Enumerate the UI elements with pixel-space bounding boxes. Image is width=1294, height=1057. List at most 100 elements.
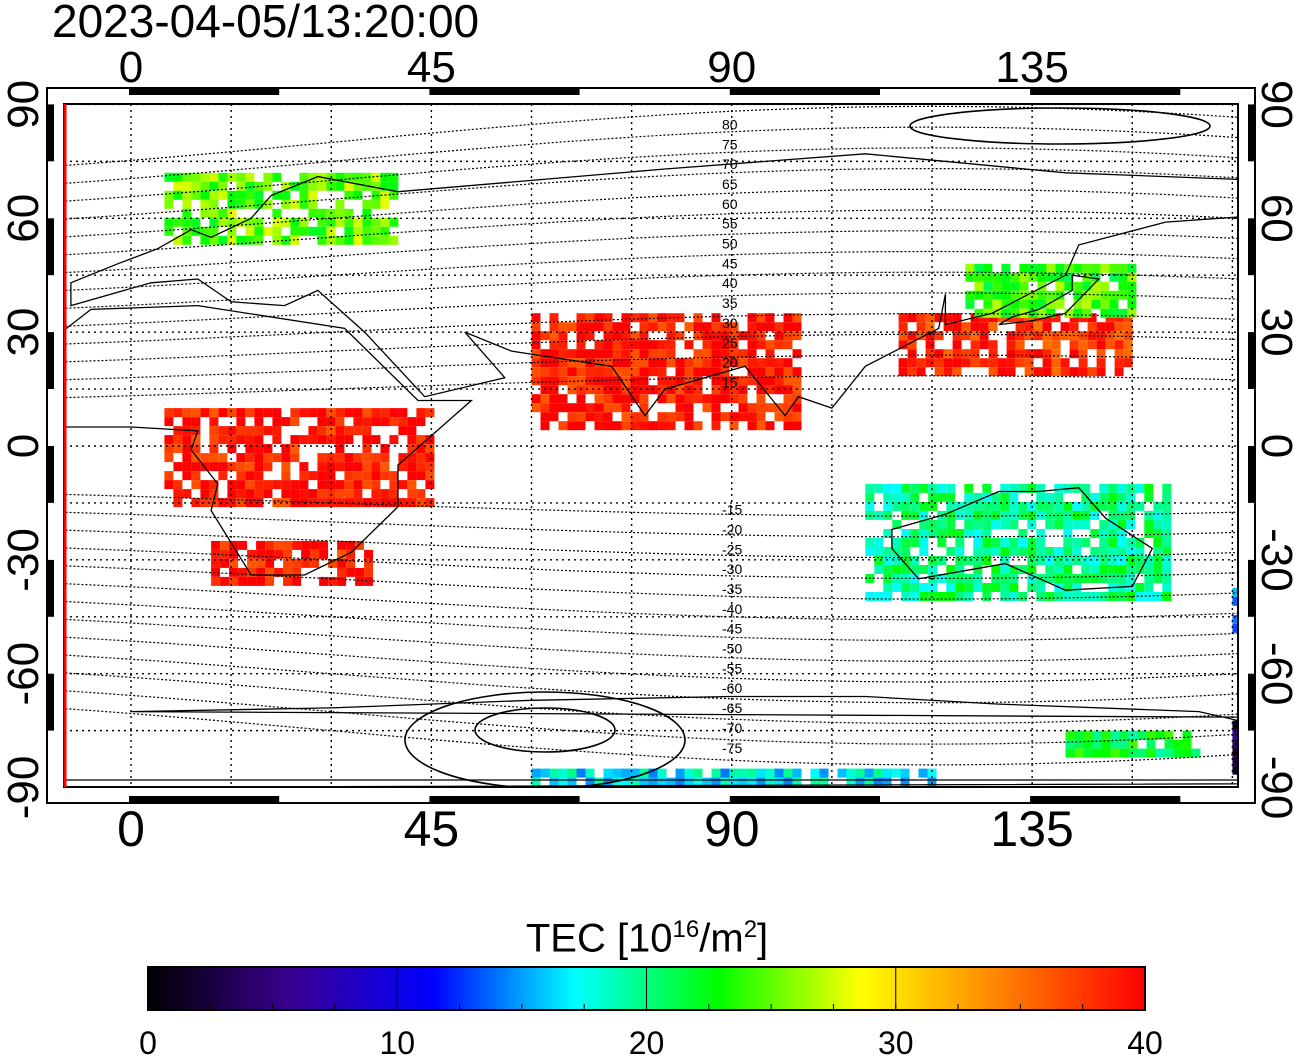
tec-cell bbox=[1286, 721, 1294, 730]
tec-cell bbox=[1286, 615, 1294, 624]
tec-cell bbox=[389, 408, 399, 418]
tec-cell bbox=[979, 331, 989, 341]
tec-cell bbox=[416, 462, 426, 472]
tec-cell bbox=[946, 483, 956, 493]
tec-cell bbox=[1042, 331, 1052, 341]
tec-cell bbox=[326, 489, 336, 499]
tec-cell bbox=[256, 576, 266, 586]
tec-cell bbox=[1268, 730, 1277, 739]
tec-cell bbox=[407, 453, 417, 463]
tec-cell bbox=[1036, 583, 1046, 592]
tec-cell bbox=[1001, 263, 1011, 273]
tec-cell bbox=[558, 376, 568, 386]
tec-cell bbox=[1027, 583, 1037, 592]
tec-cell bbox=[965, 299, 975, 309]
tec-cell bbox=[576, 358, 586, 368]
tec-cell bbox=[416, 498, 426, 508]
tec-cell bbox=[164, 226, 174, 236]
tec-cell bbox=[1000, 492, 1010, 502]
tec-cell bbox=[970, 322, 980, 332]
tec-cell bbox=[1072, 574, 1082, 583]
tec-cell bbox=[263, 181, 273, 191]
tec-cell bbox=[1126, 492, 1136, 502]
tec-cell bbox=[1123, 349, 1133, 359]
tec-cell bbox=[865, 501, 875, 511]
tec-cell bbox=[346, 549, 356, 559]
tec-cell bbox=[883, 483, 893, 493]
tec-cell bbox=[299, 435, 309, 445]
tec-cell bbox=[874, 565, 884, 574]
tec-cell bbox=[416, 489, 426, 499]
tec-cell bbox=[389, 489, 399, 499]
tec-cell bbox=[907, 367, 917, 377]
tec-cell bbox=[666, 322, 676, 332]
tec-cell bbox=[928, 483, 938, 493]
tec-cell bbox=[901, 510, 911, 520]
tec-cell bbox=[907, 358, 917, 368]
tec-cell bbox=[774, 376, 784, 386]
tec-cell bbox=[209, 235, 219, 245]
tec-cell bbox=[1096, 358, 1106, 368]
tec-cell bbox=[684, 340, 694, 350]
tec-cell bbox=[756, 412, 766, 422]
tec-cell bbox=[173, 498, 183, 508]
tec-cell bbox=[1064, 272, 1074, 282]
tec-cell bbox=[567, 412, 577, 422]
tec-cell bbox=[970, 349, 980, 359]
tec-cell bbox=[585, 768, 595, 778]
tec-cell bbox=[892, 556, 902, 565]
tec-cell bbox=[576, 340, 586, 350]
tec-cell bbox=[1153, 565, 1163, 574]
tec-cell bbox=[783, 777, 793, 787]
tec-cell bbox=[621, 331, 631, 341]
tec-cell bbox=[1033, 331, 1043, 341]
tec-cell bbox=[1018, 565, 1028, 574]
tec-cell bbox=[621, 412, 631, 422]
tec-cell bbox=[1051, 331, 1061, 341]
tec-cell bbox=[407, 480, 417, 490]
tec-cell bbox=[1082, 281, 1092, 291]
tec-cell bbox=[371, 226, 381, 236]
tec-cell bbox=[1042, 367, 1052, 377]
tec-cell bbox=[308, 199, 318, 209]
tec-cell bbox=[657, 376, 667, 386]
tec-cell bbox=[1019, 272, 1029, 282]
tec-region bbox=[164, 172, 399, 245]
tec-cell bbox=[892, 501, 902, 511]
tec-cell bbox=[335, 462, 345, 472]
tec-cell bbox=[1015, 340, 1025, 350]
tec-cell bbox=[1006, 349, 1016, 359]
tec-cell bbox=[1232, 765, 1238, 775]
tec-cell bbox=[693, 376, 703, 386]
tec-cell bbox=[711, 777, 721, 787]
tec-cell bbox=[164, 199, 174, 209]
tec-cell bbox=[1078, 331, 1088, 341]
tec-cell bbox=[425, 462, 435, 472]
tec-cell bbox=[612, 358, 622, 368]
tec-cell bbox=[952, 367, 962, 377]
tec-cell bbox=[765, 376, 775, 386]
tec-cell bbox=[991, 547, 1001, 556]
tec-cell bbox=[319, 576, 329, 586]
tec-cell bbox=[310, 540, 320, 550]
tec-cell bbox=[1054, 565, 1064, 574]
tec-cell bbox=[416, 444, 426, 454]
tec-cell bbox=[1054, 520, 1064, 529]
tec-cell bbox=[1091, 299, 1101, 309]
tec-cell bbox=[227, 208, 237, 218]
tec-cell bbox=[865, 547, 875, 556]
tec-cell bbox=[892, 492, 902, 502]
tec-cell bbox=[227, 235, 237, 245]
tec-cell bbox=[1010, 272, 1020, 282]
tec-cell bbox=[702, 340, 712, 350]
tec-cell bbox=[182, 444, 192, 454]
tec-cell bbox=[254, 190, 264, 200]
tec-map: 04590135180-135-90-4504590135180-135-90-… bbox=[0, 43, 1294, 857]
tec-cell bbox=[274, 549, 284, 559]
tec-cell bbox=[164, 217, 174, 227]
tec-cell bbox=[1286, 606, 1294, 615]
tec-cell bbox=[1051, 367, 1061, 377]
tec-cell bbox=[191, 444, 201, 454]
tec-cell bbox=[919, 510, 929, 520]
tec-cell bbox=[227, 489, 237, 499]
